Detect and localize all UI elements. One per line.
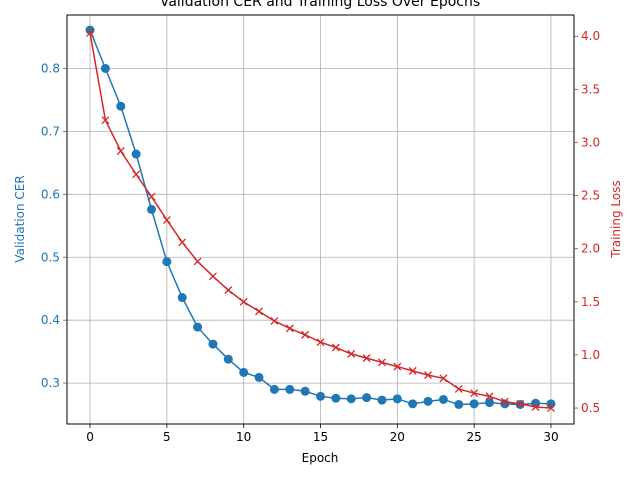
right-y-tick-label: 3.0 bbox=[581, 135, 600, 149]
training-loss-point bbox=[500, 397, 509, 406]
x-tick-label: 10 bbox=[236, 430, 251, 444]
validation-cer-point bbox=[392, 394, 402, 404]
left-y-tick-label: 0.7 bbox=[41, 124, 60, 138]
left-y-tick-label: 0.8 bbox=[41, 61, 60, 75]
training-loss-point bbox=[162, 216, 171, 224]
training-loss-point bbox=[485, 392, 494, 401]
validation-cer-point bbox=[485, 398, 494, 408]
left-y-tick-label: 0.3 bbox=[41, 376, 60, 390]
left-y-tick-label: 0.5 bbox=[41, 250, 60, 264]
training-loss-point bbox=[531, 403, 540, 411]
training-loss-point bbox=[147, 192, 156, 201]
validation-cer-point bbox=[300, 386, 310, 396]
training-loss-point bbox=[393, 362, 402, 371]
right-axis-label: Training Loss bbox=[609, 180, 623, 258]
training-loss-point bbox=[362, 354, 371, 363]
validation-cer-point bbox=[438, 394, 448, 404]
validation-cer-point bbox=[346, 394, 356, 404]
training-loss-point bbox=[270, 316, 279, 325]
training-loss-point bbox=[546, 404, 555, 413]
training-loss-point bbox=[101, 116, 110, 125]
validation-cer-point bbox=[193, 322, 203, 332]
validation-cer-point bbox=[269, 384, 279, 394]
grid bbox=[67, 15, 574, 424]
x-tick-label: 30 bbox=[543, 430, 558, 444]
training-loss-point bbox=[301, 330, 310, 339]
x-tick-label: 15 bbox=[313, 430, 328, 444]
validation-cer-point bbox=[454, 399, 464, 409]
x-tick-label: 5 bbox=[163, 430, 171, 444]
validation-cer-point bbox=[131, 149, 141, 159]
training-loss-point bbox=[516, 399, 525, 408]
training-loss-point bbox=[255, 307, 264, 316]
left-y-tick-label: 0.6 bbox=[41, 187, 60, 201]
training-loss-point bbox=[208, 272, 217, 281]
x-axis-label: Epoch bbox=[302, 451, 339, 465]
right-y-tick-label: 2.5 bbox=[581, 189, 600, 203]
training-loss-point bbox=[285, 324, 294, 333]
validation-cer-point bbox=[223, 354, 233, 364]
x-tick-label: 25 bbox=[466, 430, 481, 444]
training-loss-point bbox=[439, 374, 448, 383]
training-loss-point bbox=[178, 238, 187, 247]
training-loss-point bbox=[347, 349, 356, 358]
right-y-tick-label: 0.5 bbox=[581, 401, 600, 415]
validation-cer-point bbox=[285, 384, 295, 394]
training-loss-point bbox=[424, 371, 433, 380]
validation-cer-point bbox=[377, 395, 387, 405]
validation-cer-point bbox=[116, 101, 126, 111]
training-loss-point bbox=[470, 389, 479, 398]
left-axis-label: Validation CER bbox=[13, 175, 27, 262]
training-loss-point bbox=[316, 338, 325, 347]
x-tick-label: 20 bbox=[390, 430, 405, 444]
training-loss-point bbox=[193, 257, 202, 266]
validation-cer-point bbox=[362, 393, 372, 403]
right-y-tick-label: 3.5 bbox=[581, 82, 600, 96]
training-loss-point bbox=[116, 147, 125, 155]
validation-cer-point bbox=[85, 25, 95, 35]
validation-cer-point bbox=[254, 372, 264, 382]
validation-cer-point bbox=[423, 396, 433, 406]
validation-cer-point bbox=[147, 204, 156, 214]
right-y-tick-label: 1.5 bbox=[581, 295, 600, 309]
left-y-tick-label: 0.4 bbox=[41, 313, 60, 327]
validation-cer-point bbox=[100, 63, 110, 73]
validation-cer-point bbox=[408, 399, 418, 409]
validation-cer-point bbox=[469, 399, 479, 409]
training-loss-point bbox=[239, 297, 248, 306]
validation-cer-point bbox=[546, 399, 556, 409]
ticks: 0 5 10 15 20 25 30 0.3 0.4 0.5 0.6 0.7 0.8 0.5 1.0 1.5 2… bbox=[41, 29, 600, 444]
training-loss-point bbox=[454, 384, 463, 393]
validation-cer-point bbox=[177, 293, 187, 303]
training-loss-point bbox=[224, 286, 233, 295]
right-y-tick-label: 4.0 bbox=[581, 29, 600, 43]
series-layer bbox=[85, 25, 556, 413]
right-y-tick-label: 1.0 bbox=[581, 348, 600, 362]
training-loss-point bbox=[377, 358, 386, 367]
x-tick-label: 0 bbox=[86, 430, 94, 444]
training-loss-point bbox=[86, 29, 95, 38]
training-loss-point bbox=[132, 170, 141, 179]
chart-title: Validation CER and Training Loss Over Ep… bbox=[160, 0, 480, 10]
validation-cer-point bbox=[208, 339, 218, 349]
right-y-tick-label: 2.0 bbox=[581, 242, 600, 256]
training-loss-point bbox=[408, 366, 417, 375]
training-loss-point bbox=[331, 343, 340, 352]
validation-cer-point bbox=[162, 257, 172, 267]
validation-cer-point bbox=[239, 367, 249, 377]
validation-cer-point bbox=[316, 391, 325, 401]
validation-cer-point bbox=[331, 393, 341, 403]
